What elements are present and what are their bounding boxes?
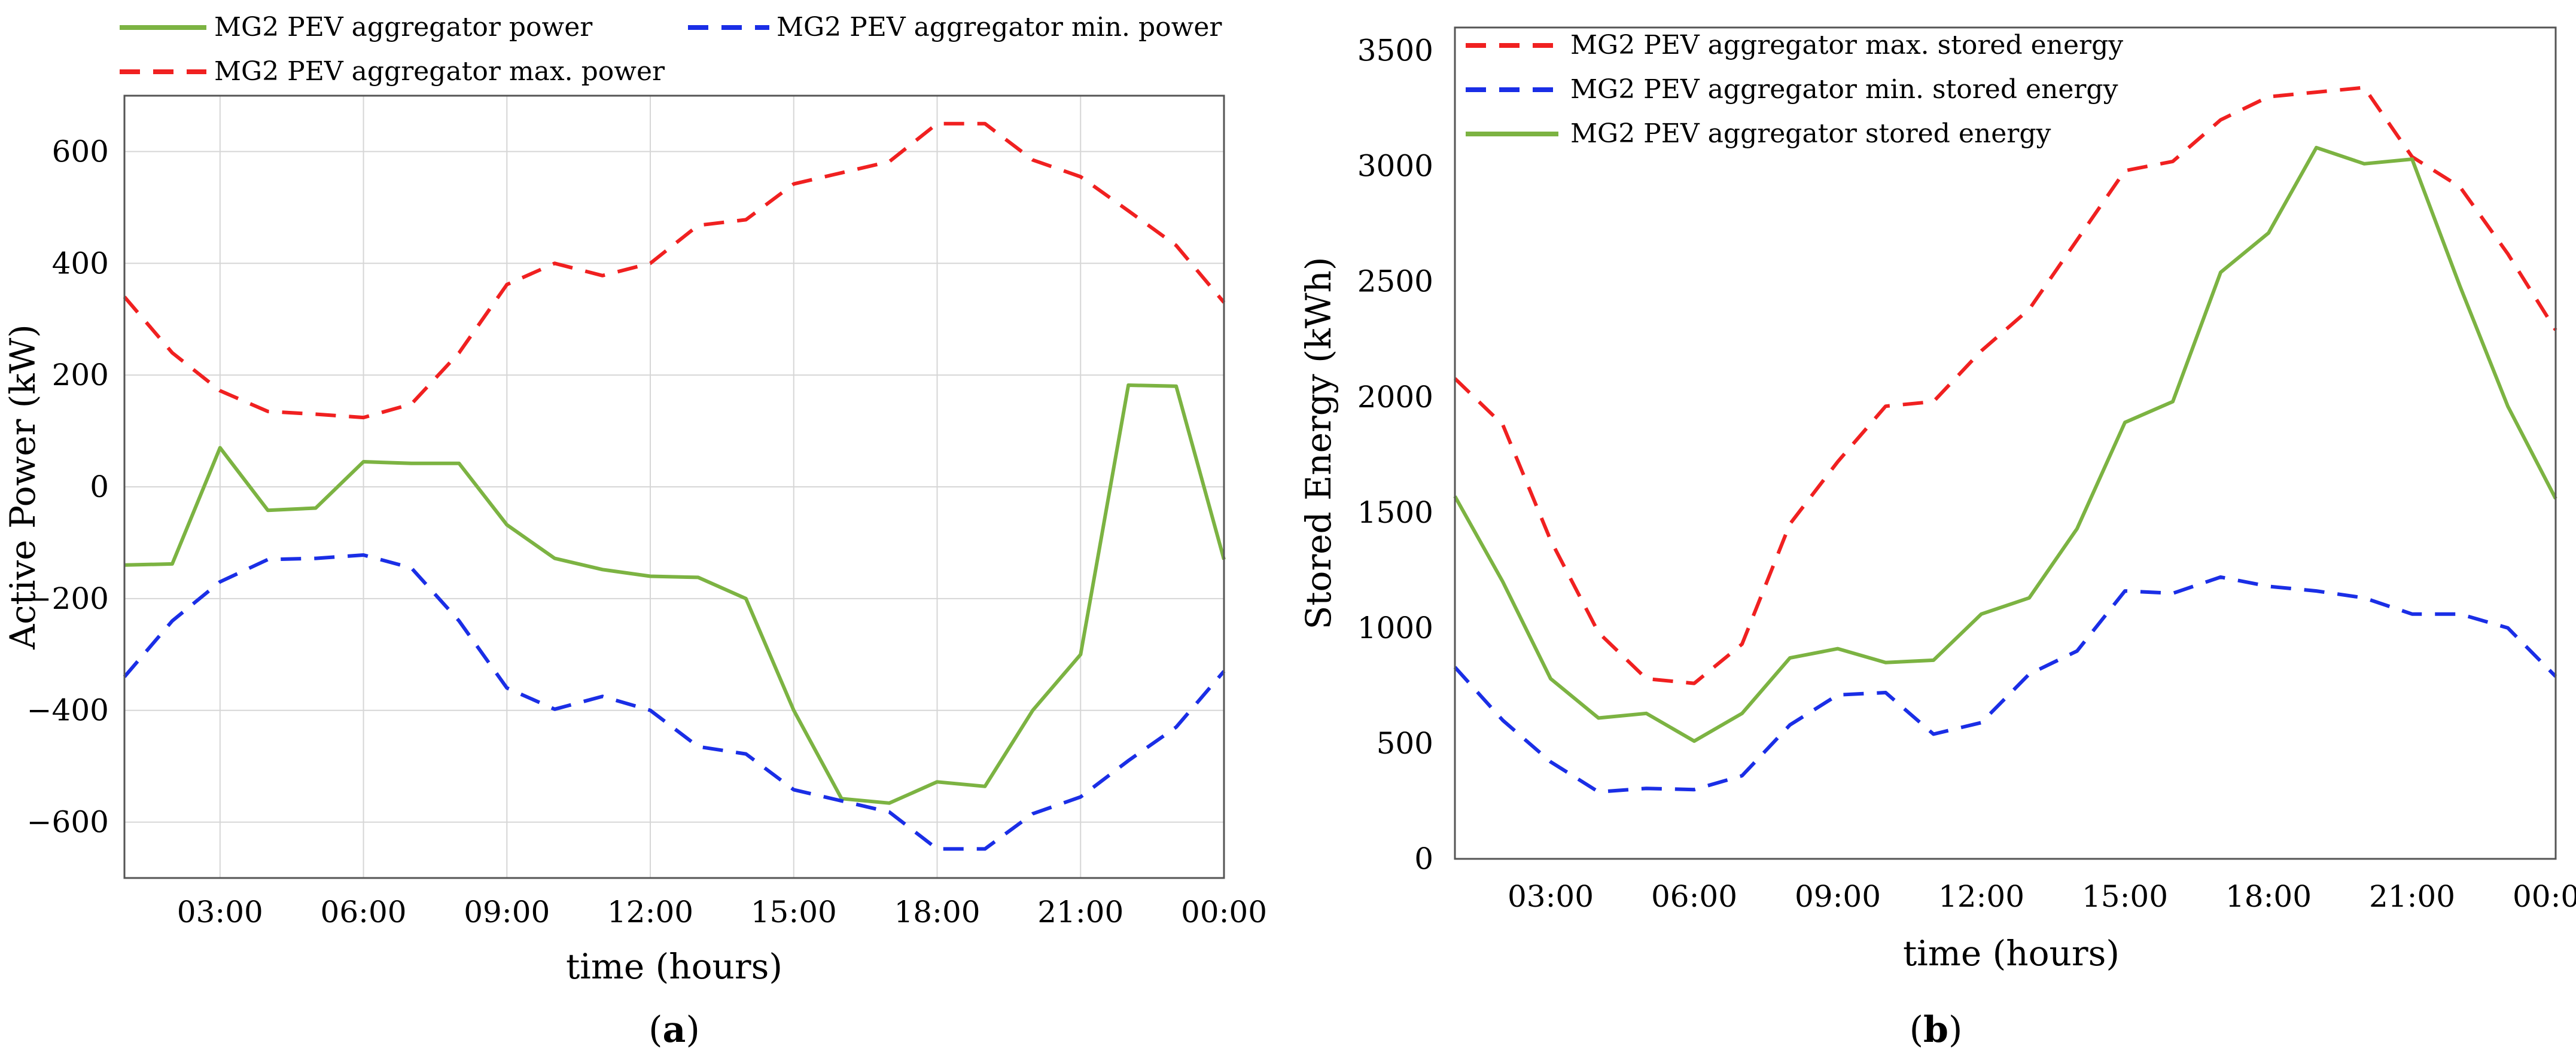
panel-a-series-mg2-pev-aggregator-power bbox=[124, 383, 1226, 805]
panel-b-y-axis-label: Stored Energy (kWh) bbox=[1298, 257, 1339, 629]
panel-a-legend-label-power: MG2 PEV aggregator power bbox=[214, 12, 593, 42]
panel-b-legend-item-stored-energy: MG2 PEV aggregator stored energy bbox=[1466, 118, 2051, 149]
panel-b-legend-item-max-energy: MG2 PEV aggregator max. stored energy bbox=[1466, 30, 2123, 60]
panel-b-y-tick-3500: 3500 bbox=[1357, 33, 1433, 68]
panel-b-x-tick-03-00: 03:00 bbox=[1508, 879, 1594, 914]
panel-a-legend-item-max-power: MG2 PEV aggregator max. power bbox=[120, 56, 665, 87]
panel-b-legend: MG2 PEV aggregator max. stored energy MG… bbox=[1466, 30, 2123, 149]
panel-a-series-mg2-pev-aggregator-min-power bbox=[123, 553, 1226, 851]
panel-b-y-tick-3000: 3000 bbox=[1357, 149, 1433, 184]
panel-b-y-tick-500: 500 bbox=[1377, 726, 1433, 761]
panel-b-x-tick-06-00: 06:00 bbox=[1651, 879, 1737, 914]
panel-a-legend-label-max-power: MG2 PEV aggregator max. power bbox=[214, 56, 665, 87]
panel-a-x-tick-09-00: 09:00 bbox=[464, 895, 550, 929]
panel-a-legend-label-min-power: MG2 PEV aggregator min. power bbox=[777, 12, 1222, 42]
panel-a-x-tick-15-00: 15:00 bbox=[751, 895, 837, 929]
panel-a-y-tick--400: −400 bbox=[27, 693, 109, 728]
panel-a-legend-item-power: MG2 PEV aggregator power bbox=[120, 12, 593, 42]
panel-b-energy-chart: 03:00 06:00 09:00 12:00 15:00 18:00 21:00 00:0 0… bbox=[1298, 26, 2576, 1051]
panel-a-x-tick-labels: 03:00 06:00 09:00 12:00 15:00 18:00 21:00 00:00 bbox=[177, 895, 1267, 929]
panel-a-x-tick-12-00: 12:00 bbox=[607, 895, 693, 929]
panel-a-y-tick--200: −200 bbox=[27, 581, 109, 616]
panel-b-x-tick-09-00: 09:00 bbox=[1795, 879, 1881, 914]
panel-b-x-tick-18-00: 18:00 bbox=[2225, 879, 2312, 914]
panel-a-legend-item-min-power: MG2 PEV aggregator min. power bbox=[688, 12, 1222, 42]
panel-b-y-tick-1000: 1000 bbox=[1357, 611, 1433, 645]
panel-a-y-axis-label: Active Power (kW) bbox=[2, 324, 43, 650]
panel-a-power-chart: 03:00 06:00 09:00 12:00 15:00 18:00 21:00 00:00… bbox=[2, 12, 1267, 1051]
panel-b-x-tick-15-00: 15:00 bbox=[2082, 879, 2168, 914]
panel-b-legend-label-min-energy: MG2 PEV aggregator min. stored energy bbox=[1570, 74, 2118, 105]
panel-a-y-tick-200: 200 bbox=[52, 358, 109, 392]
panel-b-y-tick-2000: 2000 bbox=[1357, 380, 1433, 414]
panel-a-x-tick-00-00: 00:00 bbox=[1181, 895, 1267, 929]
panel-a-y-tick-400: 400 bbox=[52, 246, 109, 281]
panel-b-series-mg2-pev-aggregator-min-stored-energy bbox=[1453, 575, 2557, 794]
panel-a-label: (a) bbox=[648, 1009, 700, 1051]
panel-b-plot-frame bbox=[1454, 26, 2557, 860]
panel-b-legend-label-stored-energy: MG2 PEV aggregator stored energy bbox=[1570, 118, 2051, 149]
panel-b-x-axis-label: time (hours) bbox=[1903, 933, 2120, 974]
panel-a-y-tick-0: 0 bbox=[90, 469, 109, 504]
panel-a-plot-frame bbox=[123, 94, 1225, 879]
panel-a-x-tick-21-00: 21:00 bbox=[1037, 895, 1123, 929]
panel-b-legend-item-min-energy: MG2 PEV aggregator min. stored energy bbox=[1466, 74, 2118, 105]
panel-b-series-mg2-pev-aggregator-stored-energy bbox=[1453, 145, 2557, 743]
panel-a-x-axis-label: time (hours) bbox=[566, 946, 782, 987]
panel-b-x-tick-00-00: 00:00 bbox=[2513, 879, 2576, 914]
panel-a-y-tick-600: 600 bbox=[52, 134, 109, 169]
panel-b-y-tick-2500: 2500 bbox=[1357, 264, 1433, 299]
panel-b-series-lines bbox=[1453, 86, 2557, 794]
panel-a-y-tick-labels: −600 −400 −200 0 200 400 600 bbox=[27, 134, 109, 839]
panel-b-y-tick-labels: 0 500 1000 1500 2000 2500 3000 3500 bbox=[1357, 33, 1433, 876]
panel-b-y-tick-0: 0 bbox=[1414, 842, 1433, 876]
panel-a-x-tick-18-00: 18:00 bbox=[894, 895, 980, 929]
panel-b-x-tick-labels: 03:00 06:00 09:00 12:00 15:00 18:00 21:00 00:00 bbox=[1508, 879, 2576, 914]
panel-b-x-tick-12-00: 12:00 bbox=[1938, 879, 2024, 914]
panel-a-legend: MG2 PEV aggregator power MG2 PEV aggrega… bbox=[120, 12, 1222, 87]
panel-a-y-tick--600: −600 bbox=[27, 805, 109, 840]
panel-a-grid bbox=[124, 96, 1225, 878]
panel-a-x-tick-06-00: 06:00 bbox=[321, 895, 407, 929]
panel-b-legend-label-max-energy: MG2 PEV aggregator max. stored energy bbox=[1570, 30, 2123, 60]
panel-a-series-mg2-pev-aggregator-max-power bbox=[123, 121, 1226, 420]
panel-b-x-tick-21-00: 21:00 bbox=[2369, 879, 2455, 914]
panel-a-x-tick-03-00: 03:00 bbox=[177, 895, 263, 929]
panel-b-y-tick-1500: 1500 bbox=[1357, 495, 1433, 530]
panel-b-label: (b) bbox=[1910, 1009, 1963, 1051]
panel-a-series-lines bbox=[123, 121, 1226, 851]
panel-b-series-mg2-pev-aggregator-max-stored-energy bbox=[1453, 86, 2557, 685]
